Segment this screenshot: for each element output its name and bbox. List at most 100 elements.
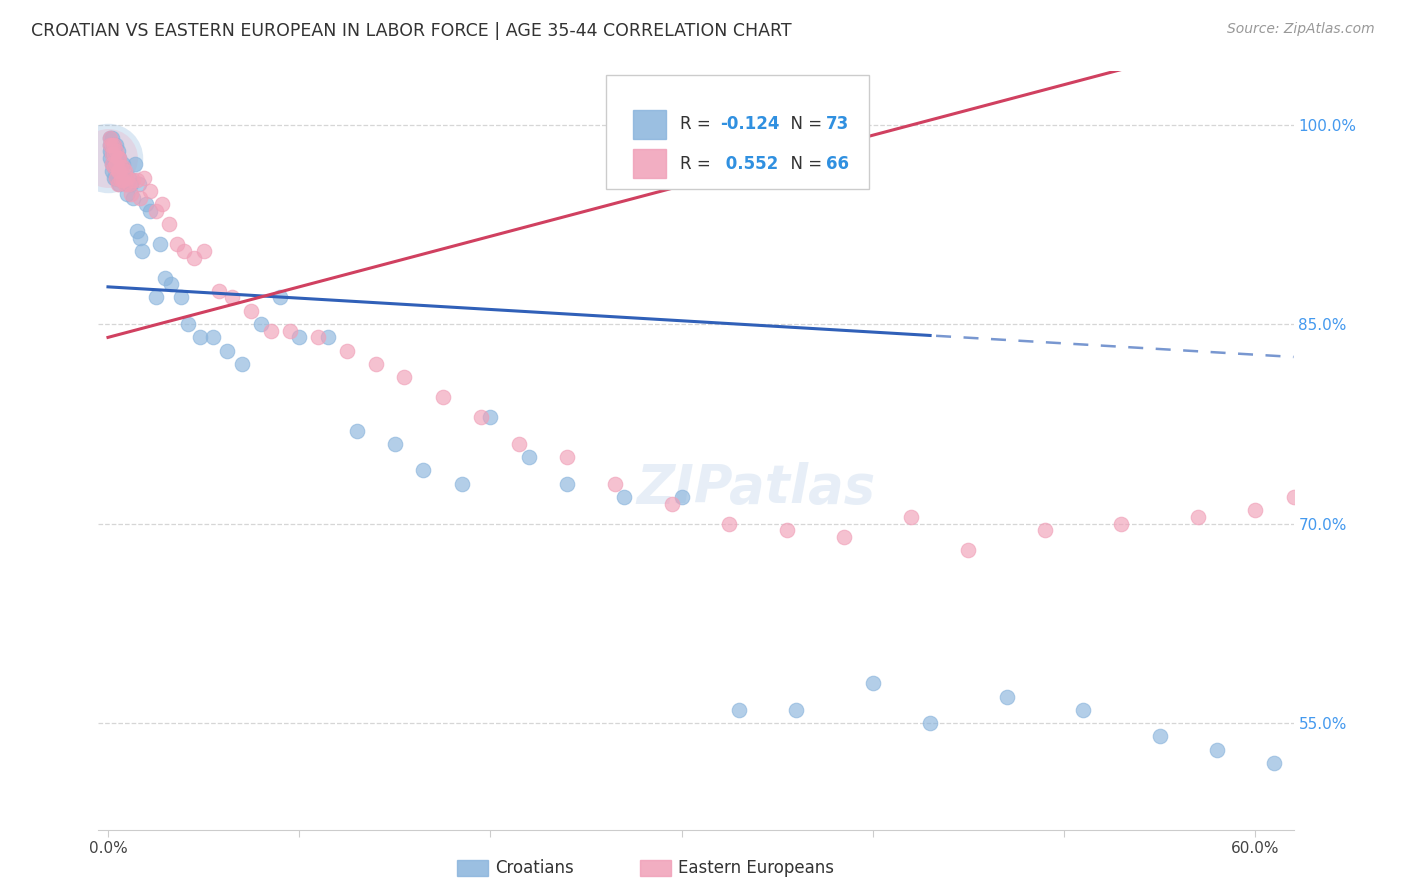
Point: [1187, 510, 1209, 524]
Point: [107, 164, 129, 178]
Point: [104, 170, 127, 185]
Point: [1263, 756, 1285, 770]
Point: [785, 703, 807, 717]
Point: [98, 131, 121, 145]
Point: [728, 703, 751, 717]
Point: [131, 244, 153, 258]
Point: [103, 151, 125, 165]
Point: [120, 178, 142, 192]
Point: [98, 131, 121, 145]
Point: [1071, 703, 1094, 717]
Point: [150, 197, 173, 211]
Point: [346, 424, 368, 438]
Point: [101, 157, 124, 171]
Point: [307, 330, 329, 344]
Point: [384, 437, 406, 451]
Point: [1282, 490, 1305, 504]
Point: [108, 151, 131, 165]
Point: [155, 270, 177, 285]
Point: [145, 291, 167, 305]
Point: [718, 516, 741, 531]
Point: [98, 137, 121, 152]
Point: [166, 237, 188, 252]
Point: [110, 160, 132, 174]
Point: [160, 277, 183, 292]
Point: [157, 217, 180, 231]
Bar: [633, 110, 666, 138]
Point: [101, 131, 124, 145]
Point: [108, 151, 131, 165]
Point: [479, 410, 502, 425]
Point: [215, 343, 238, 358]
Text: 0.552: 0.552: [720, 154, 778, 172]
Text: R =: R =: [681, 115, 717, 133]
Point: [193, 244, 215, 258]
Point: [104, 151, 127, 165]
Point: [118, 178, 141, 192]
Point: [108, 164, 131, 178]
Point: [1310, 490, 1333, 504]
Point: [316, 330, 339, 344]
Point: [101, 137, 124, 152]
Point: [112, 170, 135, 185]
Point: [603, 476, 626, 491]
Point: [149, 237, 172, 252]
Point: [555, 476, 578, 491]
Point: [103, 160, 125, 174]
Point: [98, 137, 121, 152]
Text: R =: R =: [681, 154, 717, 172]
Point: [118, 170, 141, 185]
Point: [1330, 476, 1353, 491]
Point: [112, 173, 135, 187]
Point: [101, 144, 124, 158]
Point: [114, 164, 136, 178]
Text: 66: 66: [827, 154, 849, 172]
Point: [394, 370, 416, 384]
Point: [97, 151, 120, 165]
Text: N =: N =: [780, 154, 827, 172]
Point: [101, 157, 124, 171]
Point: [259, 324, 281, 338]
Point: [134, 170, 156, 185]
Point: [103, 137, 125, 152]
Point: [661, 497, 683, 511]
Point: [508, 437, 530, 451]
Point: [177, 317, 200, 331]
Point: [250, 317, 273, 331]
Point: [288, 330, 311, 344]
Point: [208, 284, 231, 298]
Point: [1111, 516, 1133, 531]
Point: [114, 173, 136, 187]
Point: [517, 450, 540, 464]
Text: N =: N =: [780, 115, 827, 133]
Point: [450, 476, 472, 491]
Point: [231, 357, 253, 371]
Text: CROATIAN VS EASTERN EUROPEAN IN LABOR FORCE | AGE 35-44 CORRELATION CHART: CROATIAN VS EASTERN EUROPEAN IN LABOR FO…: [31, 22, 792, 40]
Point: [108, 164, 131, 178]
Text: Croatians: Croatians: [495, 859, 574, 877]
Text: 73: 73: [827, 115, 849, 133]
Point: [112, 160, 135, 174]
Point: [139, 204, 162, 219]
Point: [671, 490, 693, 504]
Point: [1149, 730, 1171, 744]
Point: [776, 523, 799, 537]
Point: [173, 244, 195, 258]
Text: Eastern Europeans: Eastern Europeans: [678, 859, 834, 877]
Point: [920, 716, 942, 731]
Point: [1206, 743, 1229, 757]
Point: [125, 173, 148, 187]
Point: [125, 224, 148, 238]
Point: [129, 191, 152, 205]
Point: [1358, 463, 1381, 477]
Point: [108, 178, 131, 192]
Point: [120, 186, 142, 201]
Bar: [633, 149, 666, 178]
Text: ZIPatlas: ZIPatlas: [636, 462, 876, 515]
Point: [104, 157, 127, 171]
Point: [103, 137, 125, 152]
Point: [107, 157, 129, 171]
Point: [103, 146, 125, 161]
Point: [98, 144, 121, 158]
Point: [110, 160, 132, 174]
